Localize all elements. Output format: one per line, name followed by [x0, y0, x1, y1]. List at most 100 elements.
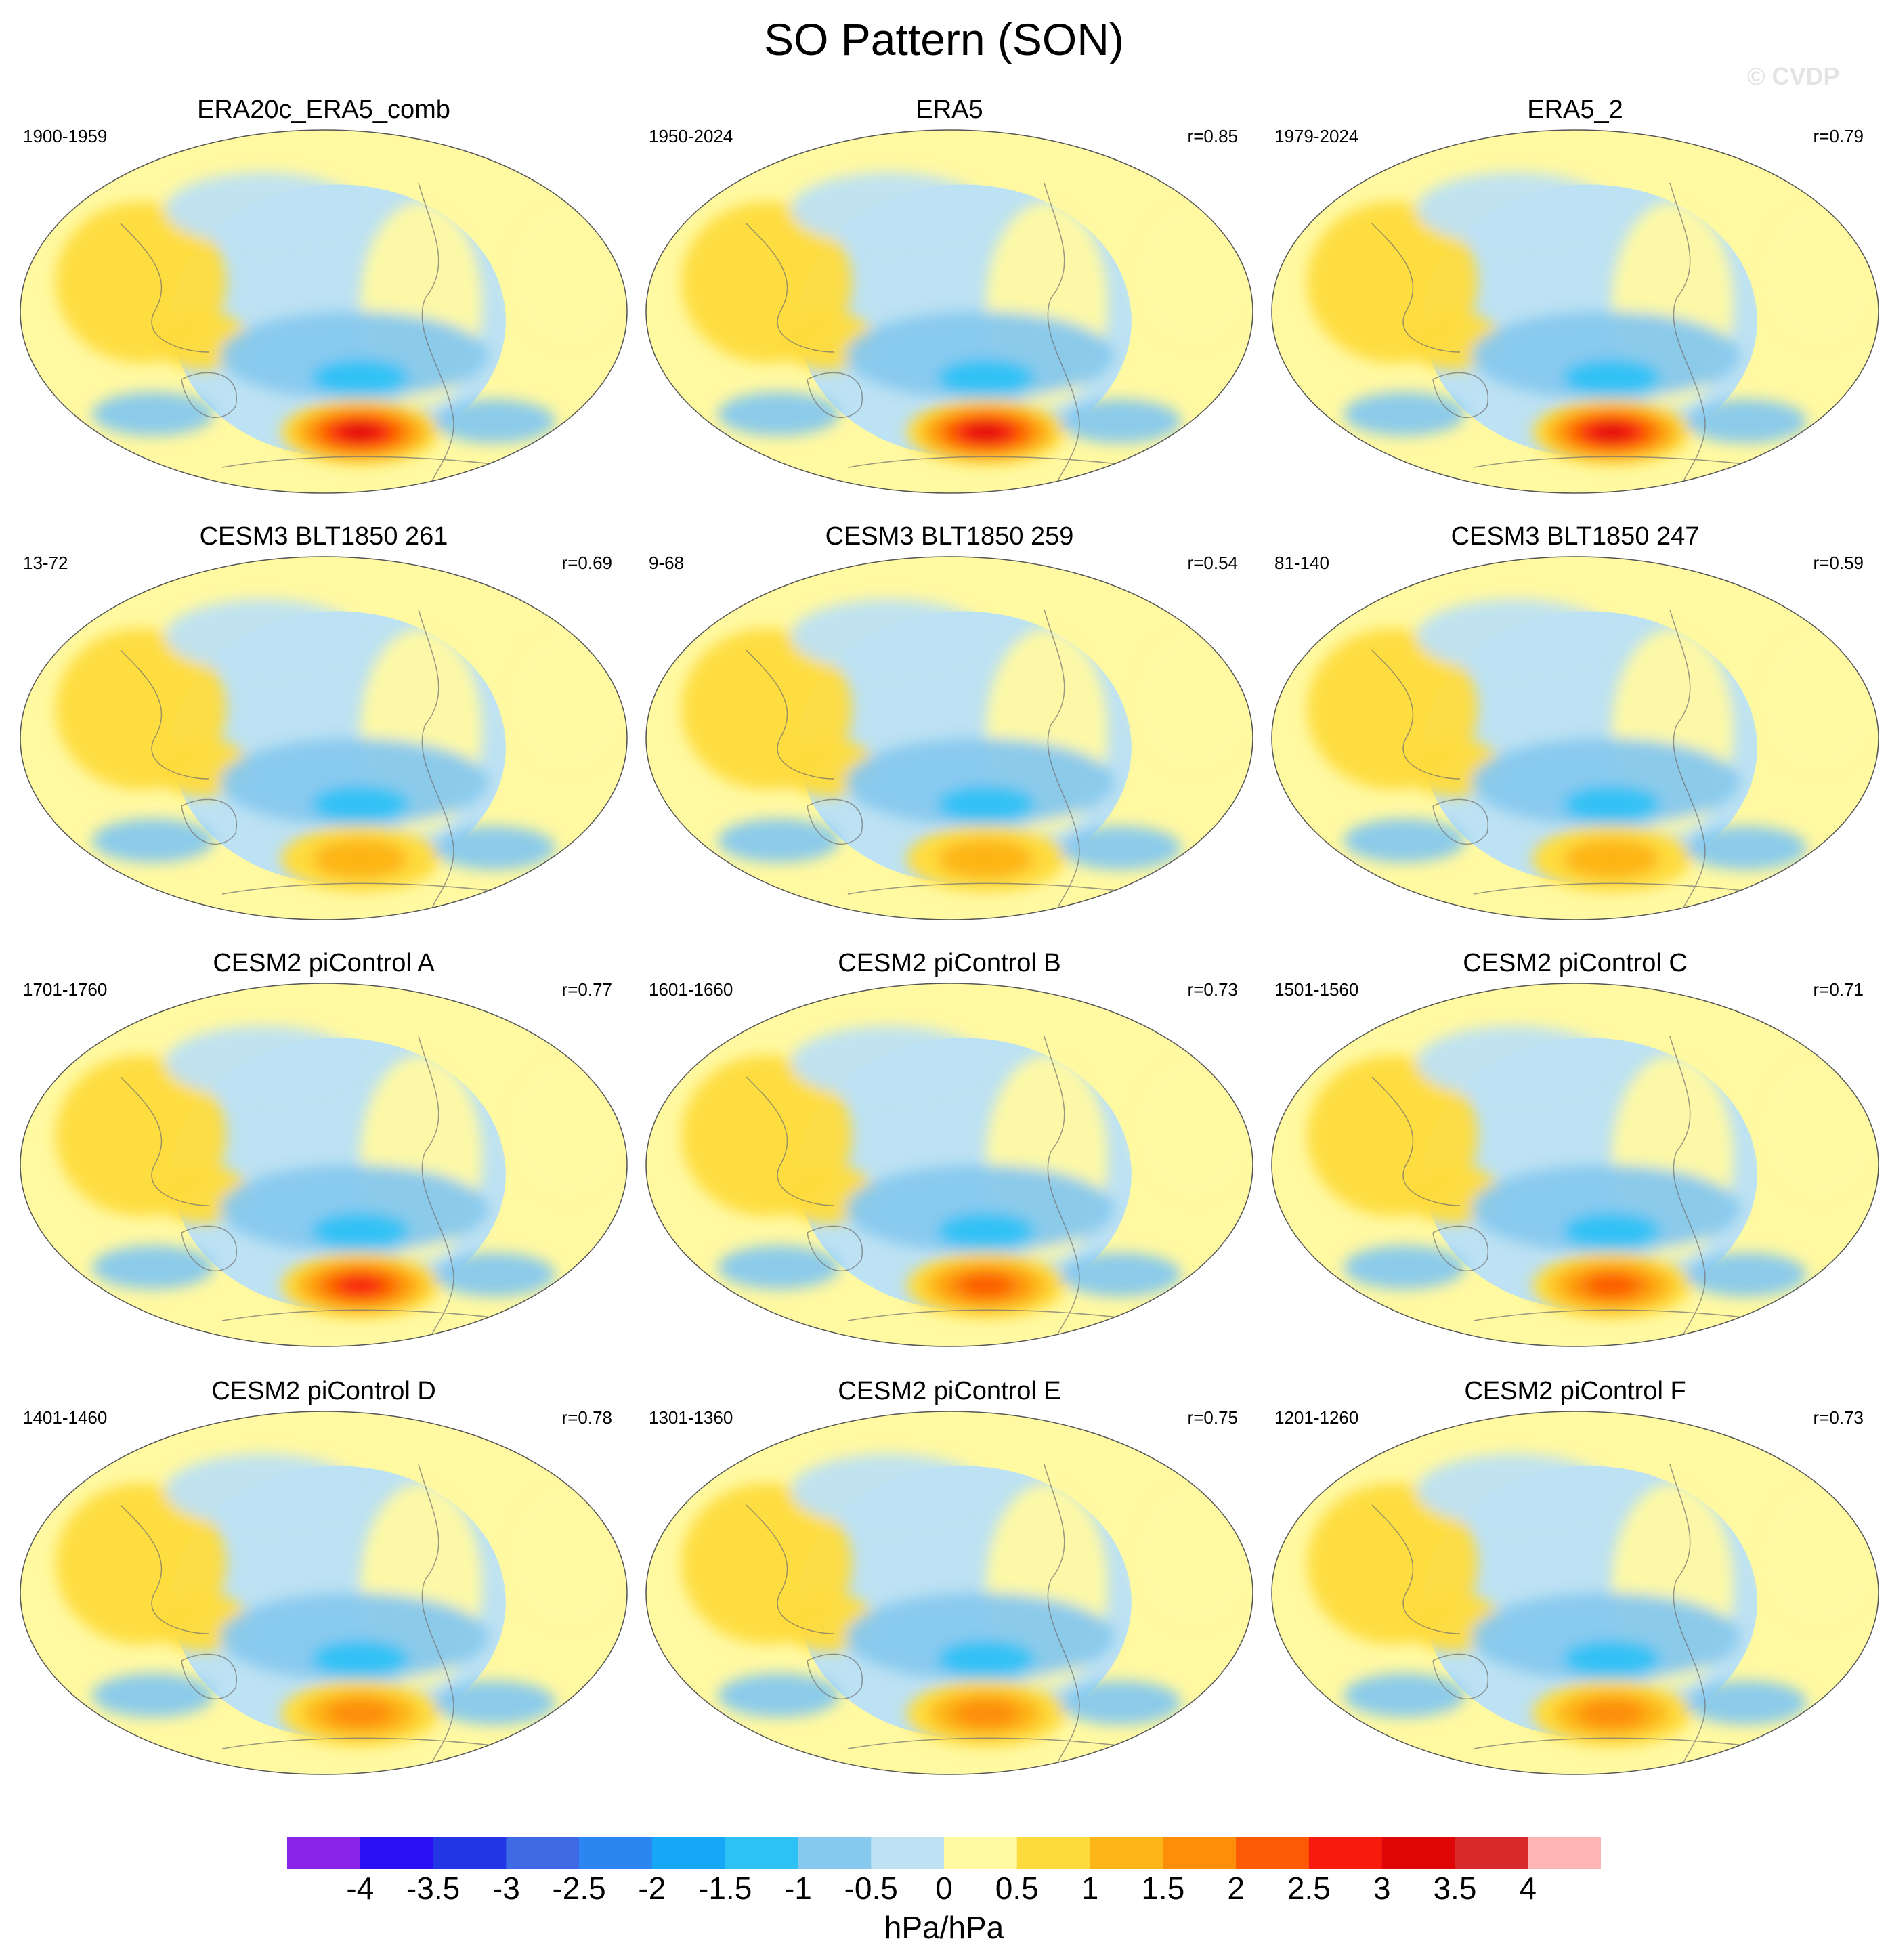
- anomaly-contour: [92, 1245, 214, 1290]
- coastline: [1371, 182, 1745, 482]
- colorbar-swatch: [506, 1837, 580, 1869]
- panel-correlation: r=0.73: [1187, 979, 1238, 1000]
- positive-center-contour: [1577, 1699, 1646, 1728]
- anomaly-contour: [165, 172, 360, 246]
- panel-correlation: r=0.75: [1187, 1407, 1238, 1428]
- coastline: [120, 609, 494, 908]
- anomaly-contour: [718, 1245, 840, 1290]
- map-panel: ERA5 1950-2024 r=0.85: [638, 95, 1261, 515]
- map-border: [1271, 129, 1879, 494]
- positive-center-contour: [951, 1699, 1021, 1728]
- anomaly-contour: [1685, 1252, 1807, 1297]
- anomaly-contour: [646, 1278, 718, 1315]
- coastline: [746, 609, 1119, 908]
- projection-map: [1271, 556, 1879, 920]
- anomaly-contour: [507, 629, 627, 775]
- colorbar-tick-label: 1: [1081, 1871, 1099, 1906]
- colorbar: [287, 1837, 1601, 1869]
- anomaly-contour: [1417, 599, 1612, 673]
- panel-years: 1301-1360: [649, 1407, 733, 1428]
- colorbar-tick-label: -3: [492, 1871, 520, 1906]
- anomaly-contour: [507, 1483, 627, 1629]
- anomaly-contour: [1685, 1680, 1807, 1725]
- panel-correlation: r=0.54: [1187, 553, 1238, 573]
- colorbar-swatch: [433, 1837, 507, 1869]
- panel-correlation: r=0.79: [1813, 126, 1864, 146]
- colorbar-swatch: [1016, 1837, 1091, 1869]
- watermark: © CVDP: [1747, 62, 1840, 90]
- colorbar-swatch: [1528, 1837, 1601, 1869]
- panel-years: 1501-1560: [1274, 979, 1359, 1000]
- anomaly-contour: [433, 399, 555, 444]
- anomaly-contour: [937, 359, 1035, 396]
- anomaly-contour: [718, 818, 840, 863]
- anomaly-contour: [846, 738, 1114, 826]
- anomaly-contour: [1344, 1245, 1465, 1290]
- projection-map: [1271, 1411, 1879, 1775]
- panel-years: 1201-1260: [1274, 1407, 1359, 1428]
- anomaly-contour: [220, 738, 488, 826]
- map-panel: CESM3 BLT1850 261 13-72 r=0.69: [12, 521, 635, 941]
- anomaly-contour: [1472, 1165, 1740, 1253]
- map-panel: CESM3 BLT1850 259 9-68 r=0.54: [638, 521, 1261, 941]
- anomaly-contour: [791, 599, 986, 673]
- panel-correlation: r=0.69: [561, 553, 612, 573]
- anomaly-contour: [507, 202, 627, 348]
- anomaly-contour: [92, 818, 214, 863]
- anomaly-contour: [646, 851, 718, 889]
- anomaly-contour: [92, 391, 214, 436]
- panel-title: CESM3 BLT1850 259: [825, 522, 1074, 551]
- colorbar-swatch: [360, 1837, 434, 1869]
- panel-correlation: r=0.59: [1813, 553, 1864, 573]
- anomaly-contour: [646, 425, 718, 462]
- colorbar-tick-label: 3: [1373, 1871, 1391, 1906]
- projection-map: [645, 1411, 1253, 1775]
- anomaly-contour: [1563, 1212, 1660, 1250]
- map-panel: CESM3 BLT1850 247 81-140 r=0.59: [1264, 521, 1887, 941]
- projection-map: [20, 556, 628, 920]
- colorbar-swatch: [725, 1837, 798, 1869]
- anomaly-contour: [20, 425, 92, 462]
- anomaly-contour: [791, 1025, 986, 1099]
- anomaly-contour: [718, 1673, 840, 1718]
- anomaly-contour: [92, 1673, 214, 1718]
- figure-title: SO Pattern (SON): [764, 14, 1124, 64]
- anomaly-contour: [937, 786, 1035, 823]
- map-border: [645, 129, 1253, 494]
- anomaly-contour: [20, 1278, 92, 1315]
- positive-center-contour: [960, 1275, 1012, 1297]
- anomaly-contour: [1563, 1640, 1660, 1678]
- anomaly-contour: [1472, 312, 1740, 400]
- anomaly-contour: [1344, 391, 1465, 436]
- panel-title: CESM2 piControl F: [1464, 1377, 1686, 1405]
- anomaly-contour: [1272, 1706, 1344, 1743]
- anomaly-contour: [1272, 851, 1344, 889]
- panel-title: CESM2 piControl E: [838, 1377, 1061, 1405]
- anomaly-contour: [165, 1025, 360, 1099]
- anomaly-contour: [1272, 1278, 1344, 1315]
- positive-center-contour: [342, 424, 379, 440]
- panel-title: CESM2 piControl B: [838, 949, 1061, 977]
- colorbar-swatch: [651, 1837, 726, 1869]
- colorbar-tick-labels: -4 -3.5 -3 -2.5 -2 -1.5 -1 -0.5 0 0.5 1 1.5 2 2.5 3 3.5…: [0, 1869, 1888, 1910]
- anomaly-contour: [312, 786, 409, 823]
- anomaly-contour: [1272, 425, 1344, 462]
- map-panel: CESM2 piControl A 1701-1760 r=0.77: [12, 948, 635, 1368]
- panel-correlation: r=0.71: [1813, 979, 1864, 1000]
- positive-center-contour: [339, 1276, 382, 1295]
- panel-years: 1900-1959: [23, 126, 108, 146]
- map-panel: CESM2 piControl D 1401-1460 r=0.78: [12, 1376, 635, 1796]
- anomaly-contour: [1132, 629, 1253, 775]
- map-border: [645, 983, 1253, 1347]
- panel-years: 1401-1460: [23, 1407, 108, 1428]
- panel-years: 13-72: [23, 553, 68, 573]
- anomaly-contour: [1132, 1055, 1253, 1201]
- anomaly-contour: [846, 312, 1114, 400]
- panel-title: CESM2 piControl D: [211, 1377, 436, 1405]
- panel-years: 1701-1760: [23, 979, 108, 1000]
- positive-center-contour: [1564, 839, 1660, 879]
- positive-center-contour: [326, 1699, 395, 1728]
- map-border: [1271, 983, 1879, 1347]
- colorbar-swatch: [1381, 1837, 1455, 1869]
- map-border: [645, 1411, 1253, 1775]
